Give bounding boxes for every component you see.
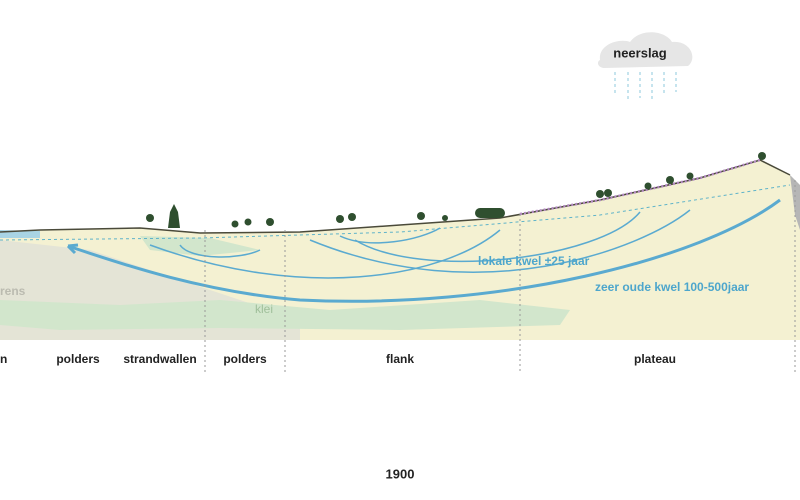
trees	[146, 152, 766, 228]
cloud	[597, 32, 693, 68]
rain	[614, 72, 677, 102]
cloud-label: neerslag	[613, 45, 667, 60]
zone-label: plateau	[634, 352, 676, 366]
dune-lens	[140, 236, 260, 256]
local-seepage-label: lokale kwel ±25 jaar	[478, 254, 590, 268]
clay-label: klei	[255, 302, 273, 316]
zone-label: polders	[223, 352, 267, 366]
zone-label: strandwallen	[123, 352, 196, 366]
water-table	[0, 184, 791, 241]
plateau-slope	[790, 175, 800, 230]
zone-boundaries	[204, 180, 796, 372]
year-label: 1900	[386, 466, 415, 481]
zone-label: flank	[386, 352, 414, 366]
border-label: rens	[0, 284, 26, 298]
heath-band	[519, 158, 761, 216]
zone-label: polders	[56, 352, 100, 366]
old-seepage-label: zeer oude kwel 100-500jaar	[595, 280, 749, 294]
zone-label: n	[0, 352, 7, 366]
flow-arrows	[66, 198, 781, 303]
